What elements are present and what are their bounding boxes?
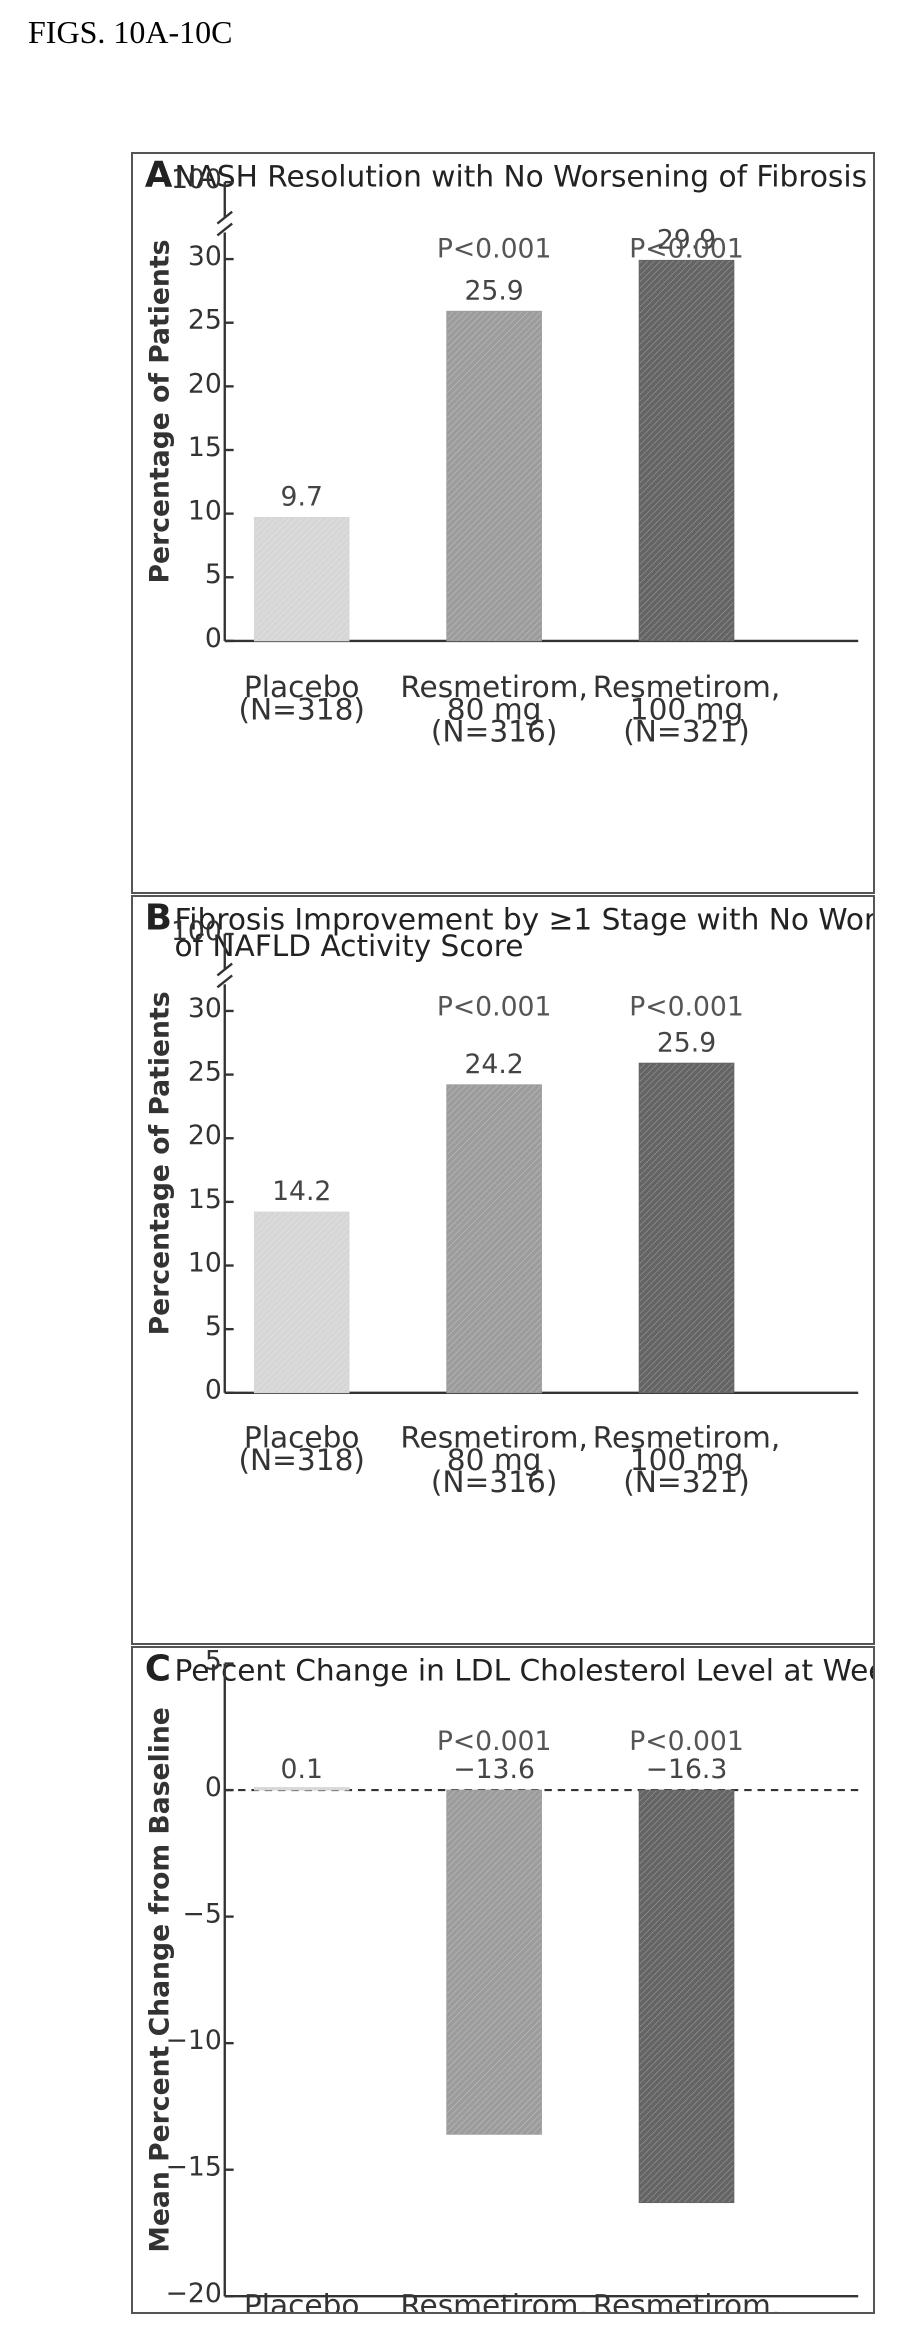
y-tick-label: 100: [171, 164, 222, 195]
bar-value-label: 29.9: [657, 225, 716, 256]
bar: [446, 1084, 542, 1394]
bar-value-label: −13.6: [453, 1754, 535, 1785]
category-label: (N=316): [431, 1465, 558, 1499]
category-label: (N=321): [623, 1465, 750, 1499]
bar: [253, 1787, 350, 1791]
bar-value-label: 14.2: [272, 1176, 331, 1207]
y-tick-label: 15: [188, 1184, 222, 1215]
bar-value-label: 0.1: [281, 1754, 323, 1785]
category-label: 80 mg: [447, 692, 542, 726]
panel-letter: A: [145, 155, 173, 196]
category-label: Resmetirom,: [593, 1421, 781, 1455]
y-axis-title: Percentage of Patients: [145, 240, 176, 584]
axis-break-mark: [216, 974, 233, 989]
panel-title: Fibrosis Improvement by ≥1 Stage with No…: [174, 903, 873, 937]
category-label: Resmetirom,: [400, 2288, 588, 2312]
y-tick-label: 30: [188, 993, 222, 1024]
chart-c: C Percent Change in LDL Cholesterol Level…: [145, 1648, 873, 2312]
y-tick-label: −15: [166, 2152, 222, 2183]
y-tick-label: 15: [188, 432, 222, 463]
bar-value-label: −16.3: [646, 1754, 728, 1785]
category-label: 100 mg: [630, 1443, 744, 1477]
category-label: (N=321): [623, 715, 750, 749]
y-tick-label: 25: [188, 305, 222, 336]
category-label: Placebo: [244, 1421, 360, 1455]
axis-break-mark: [216, 222, 233, 237]
y-tick-label: −20: [166, 2278, 222, 2309]
panel-c: C Percent Change in LDL Cholesterol Level…: [131, 1646, 875, 2314]
panel-letter: C: [145, 1649, 171, 1690]
panel-a: A NASH Resolution with No Worsening of Fi…: [131, 152, 875, 894]
y-tick-label: 20: [188, 368, 222, 399]
y-tick-label: 5: [205, 1311, 222, 1342]
p-value-label: P<0.001: [437, 1726, 552, 1757]
y-tick-label: 5: [205, 1648, 222, 1676]
category-label: (N=318): [238, 1443, 365, 1477]
bar: [446, 1789, 542, 2135]
category-label: 100 mg: [630, 2311, 744, 2312]
category-label: Resmetirom,: [400, 1421, 588, 1455]
panel-title: NASH Resolution with No Worsening of Fib…: [174, 160, 867, 194]
p-value-label: P<0.001: [629, 991, 744, 1022]
y-tick-label: 10: [188, 1247, 222, 1278]
panel-b: B Fibrosis Improvement by ≥1 Stage with N…: [131, 895, 875, 1645]
bar: [638, 259, 735, 642]
bar-value-label: 25.9: [657, 1027, 716, 1058]
axis-break-mark: [216, 210, 233, 225]
y-tick-label: 5: [205, 559, 222, 590]
category-label: Placebo: [244, 2288, 360, 2312]
y-tick-label: 100: [171, 916, 222, 947]
y-tick-label: 30: [188, 241, 222, 272]
y-tick-label: 0: [205, 1772, 222, 1803]
p-value-label: P<0.001: [437, 234, 552, 265]
category-label: Resmetirom,: [593, 670, 781, 704]
y-axis-title: Percentage of Patients: [145, 991, 176, 1335]
bar: [446, 310, 542, 642]
category-label: Resmetirom,: [400, 670, 588, 704]
page-title: FIGS. 10A-10C: [28, 14, 233, 50]
chart-a: A NASH Resolution with No Worsening of Fi…: [145, 155, 867, 749]
bar-value-label: 9.7: [281, 482, 323, 513]
category-label: Placebo: [244, 670, 360, 704]
category-label: (N=321): [238, 2311, 365, 2312]
y-axis-title: Mean Percent Change from Baseline: [145, 1707, 176, 2252]
axis-break-mark: [216, 962, 233, 977]
bar: [253, 1211, 350, 1394]
p-value-label: P<0.001: [437, 991, 552, 1022]
bar-value-label: 25.9: [464, 275, 523, 306]
panel-title: Percent Change in LDL Cholesterol Level …: [174, 1654, 873, 1688]
y-tick-label: −10: [166, 2025, 222, 2056]
bar: [638, 1789, 735, 2204]
category-label: 100 mg: [630, 692, 744, 726]
y-tick-label: −5: [183, 1899, 222, 1930]
panel-letter: B: [145, 898, 172, 939]
y-tick-label: 20: [188, 1120, 222, 1151]
bar: [638, 1062, 735, 1394]
p-value-label: P<0.001: [629, 234, 744, 265]
category-label: 80 mg: [447, 2311, 542, 2312]
y-tick-label: 25: [188, 1057, 222, 1088]
category-label: (N=316): [431, 715, 558, 749]
p-value-label: P<0.001: [629, 1726, 744, 1757]
category-label: Resmetirom,: [593, 2288, 781, 2312]
chart-b: B Fibrosis Improvement by ≥1 Stage with N…: [145, 898, 873, 1499]
y-tick-label: 0: [205, 1375, 222, 1406]
category-label: 80 mg: [447, 1443, 542, 1477]
y-tick-label: 0: [205, 623, 222, 654]
bar-value-label: 24.2: [464, 1049, 523, 1080]
category-label: (N=318): [238, 692, 365, 726]
y-tick-label: 10: [188, 496, 222, 527]
bar: [253, 517, 350, 642]
